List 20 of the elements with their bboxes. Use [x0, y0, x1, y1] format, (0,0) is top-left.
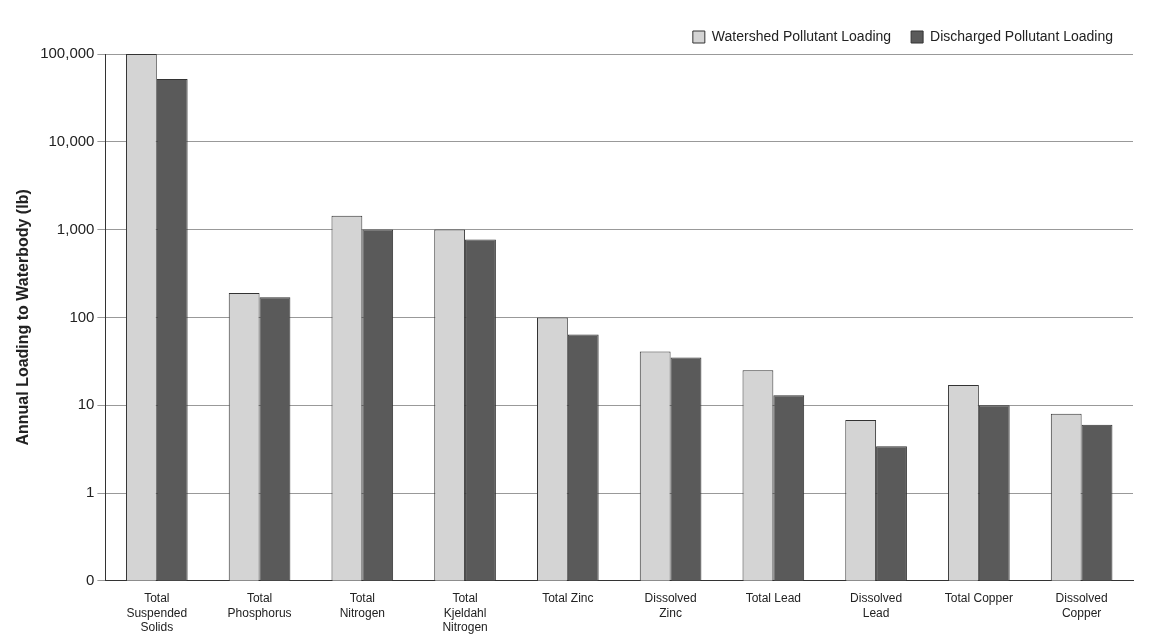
y-axis-title: Annual Loading to Waterbody (lb) [14, 189, 32, 446]
x-tick-label: Total Phosphorus [227, 591, 292, 620]
x-tick-label: Total Zinc [542, 591, 594, 606]
x-tick-label: Dissolved Zinc [644, 591, 697, 620]
x-tick-label: Total Nitrogen [339, 591, 385, 620]
x-tick-label: Dissolved Lead [850, 591, 903, 620]
y-tick-label: 1,000 [56, 219, 95, 237]
x-tick-label: Total Suspended Solids [126, 591, 188, 635]
y-tick-label: 10 [77, 395, 95, 413]
y-tick-label: 0 [86, 570, 95, 588]
x-tick-label: Total Kjeldahl Nitrogen [442, 591, 488, 635]
y-tick-label: 100,000 [40, 44, 95, 62]
x-tick-label: Dissolved Copper [1055, 591, 1108, 620]
y-tick-label: 1 [86, 483, 95, 501]
x-tick-label: Total Copper [944, 591, 1013, 606]
y-tick-label: 100 [69, 307, 95, 325]
legend-label: Watershed Pollutant Loading [711, 27, 892, 44]
y-tick-label: 10,000 [48, 131, 95, 149]
legend-label: Discharged Pollutant Loading [930, 27, 1113, 44]
x-tick-label: Total Lead [745, 591, 802, 606]
